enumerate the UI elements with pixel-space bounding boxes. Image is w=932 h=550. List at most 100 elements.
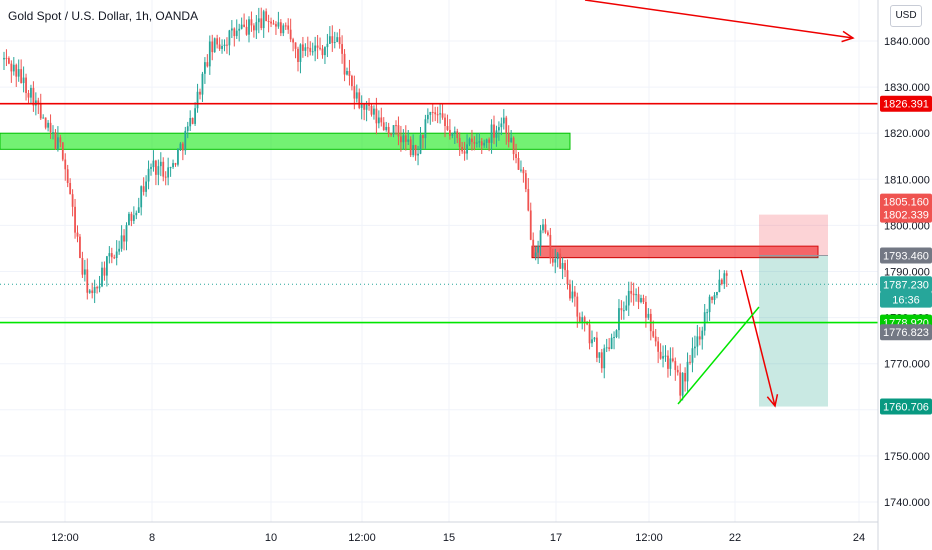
candle-up — [98, 286, 101, 289]
candle-up — [83, 269, 86, 275]
x-tick-label: 15 — [443, 532, 455, 544]
price-label-box — [880, 206, 932, 223]
candle-down — [679, 372, 682, 396]
candle-down — [409, 139, 412, 156]
down-trend-arrow-head — [841, 30, 855, 43]
candle-down — [61, 142, 64, 160]
candle-down — [667, 355, 669, 369]
candle-down — [654, 336, 657, 342]
candle-up — [640, 298, 642, 303]
candle-up — [417, 153, 419, 156]
candle-up — [694, 346, 696, 349]
candle-up — [228, 30, 231, 46]
short-arrow-head — [766, 394, 779, 408]
candle-up — [106, 256, 108, 276]
x-tick-label: 22 — [729, 532, 741, 544]
candle-down — [199, 91, 201, 95]
candle-up — [57, 137, 59, 149]
candle-down — [532, 239, 535, 257]
candle-up — [627, 290, 630, 306]
candle-down — [174, 163, 177, 165]
candle-down — [446, 126, 449, 130]
candle-up — [385, 126, 388, 131]
y-tick-label: 1830.000 — [884, 82, 930, 94]
red-zone — [531, 245, 819, 259]
candle-down — [279, 22, 282, 34]
candle-down — [71, 194, 74, 207]
candle-down — [25, 77, 27, 94]
candle-up — [169, 167, 172, 169]
candle-up — [108, 253, 111, 257]
candle-down — [260, 18, 263, 29]
candle-down — [331, 36, 334, 43]
candle-down — [387, 126, 390, 134]
candle-down — [155, 160, 157, 175]
candle-up — [439, 113, 441, 115]
candle-down — [493, 124, 495, 138]
candle-up — [542, 224, 544, 231]
candle-down — [659, 351, 662, 359]
candle-up — [120, 235, 123, 249]
candle-up — [502, 117, 505, 124]
candle-up — [159, 161, 162, 167]
candle-up — [610, 337, 613, 349]
candle-up — [262, 11, 265, 29]
x-tick-label: 10 — [265, 532, 277, 544]
candle-down — [270, 21, 272, 24]
candle-down — [569, 284, 571, 299]
candle-down — [39, 104, 42, 119]
candle-up — [326, 43, 329, 48]
candle-down — [15, 64, 18, 77]
candle-down — [527, 189, 530, 211]
candle-up — [419, 135, 422, 154]
candle-up — [132, 215, 135, 221]
candle-up — [157, 166, 160, 175]
candle-down — [524, 173, 527, 190]
candle-up — [615, 330, 618, 338]
candle-up — [701, 330, 704, 340]
green-zone — [0, 132, 571, 150]
candle-down — [480, 141, 483, 146]
candle-up — [485, 139, 488, 143]
candle-down — [69, 183, 72, 195]
candle-down — [652, 331, 655, 337]
candle-down — [458, 137, 461, 147]
price-label-box — [880, 291, 932, 308]
candle-down — [436, 114, 439, 116]
candle-down — [267, 21, 270, 23]
price-label-box — [880, 398, 932, 415]
candle-up — [282, 25, 285, 34]
candle-down — [10, 63, 13, 72]
candle-down — [657, 341, 660, 352]
candle-up — [635, 294, 637, 296]
candle-down — [473, 142, 476, 144]
candle-down — [566, 270, 569, 285]
candle-up — [510, 137, 513, 143]
candle-up — [377, 117, 380, 124]
candle-up — [539, 230, 542, 247]
candle-down — [316, 45, 319, 48]
candle-up — [664, 355, 667, 357]
candle-up — [324, 47, 326, 56]
x-tick-label: 24 — [853, 532, 865, 544]
price-label-box — [880, 247, 932, 264]
candle-up — [412, 145, 415, 156]
candle-up — [581, 317, 584, 323]
candle-down — [348, 71, 351, 76]
candle-down — [321, 48, 324, 56]
currency-button[interactable]: USD — [890, 5, 922, 27]
candle-down — [272, 23, 275, 25]
price-label-box — [880, 95, 932, 112]
candle-down — [302, 44, 304, 51]
candle-down — [404, 135, 407, 142]
candle-up — [277, 22, 280, 27]
candle-down — [414, 145, 417, 156]
y-tick-label: 1820.000 — [884, 128, 930, 140]
price-label: 1805.160 — [883, 197, 929, 209]
candle-down — [368, 104, 370, 106]
candle-up — [554, 259, 557, 263]
candle-down — [49, 122, 52, 133]
candle-down — [456, 131, 459, 138]
candle-up — [453, 131, 456, 133]
